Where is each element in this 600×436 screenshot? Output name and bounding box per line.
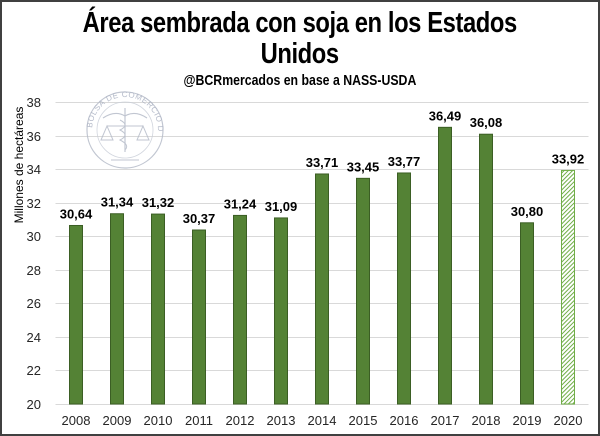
x-tick-label-2014: 2014 — [308, 413, 337, 428]
chart-title-text-2: Unidos — [260, 38, 340, 70]
bar-2010 — [151, 213, 165, 405]
data-label-2017: 36,49 — [429, 108, 462, 123]
data-label-2020: 33,92 — [552, 151, 585, 166]
bars — [69, 126, 575, 405]
x-tick-label-2018: 2018 — [472, 413, 501, 428]
data-label-2015: 33,45 — [347, 159, 380, 174]
bar-2015 — [356, 177, 370, 405]
bar-2009 — [110, 213, 124, 405]
bar-2017 — [438, 126, 452, 405]
y-tick-label: 22 — [27, 363, 41, 378]
y-axis-ticks: 20 22 24 26 28 30 32 34 36 38 — [27, 95, 41, 412]
x-tick-label-2012: 2012 — [226, 413, 255, 428]
chart-title-text-1: Área sembrada con soja en los Estados — [82, 7, 518, 39]
y-tick-label: 20 — [27, 397, 41, 412]
x-tick-label-2013: 2013 — [267, 413, 296, 428]
data-label-2014: 33,71 — [306, 155, 339, 170]
x-tick-label-2011: 2011 — [185, 413, 213, 428]
data-label-2010: 31,32 — [142, 195, 175, 210]
y-tick-label: 36 — [27, 129, 41, 144]
bar-2014 — [315, 173, 329, 405]
bar-2011 — [192, 229, 206, 405]
chart-title-line1: Área sembrada con soja en los Estados — [0, 7, 600, 39]
x-tick-label-2015: 2015 — [349, 413, 378, 428]
x-tick-label-2009: 2009 — [103, 413, 132, 428]
y-tick-label: 30 — [27, 229, 41, 244]
y-tick-label: 32 — [27, 196, 41, 211]
data-labels: 30,64 31,34 31,32 30,37 31,24 31,09 33,71 33,45… — [60, 108, 585, 226]
data-label-2019: 30,80 — [511, 204, 544, 219]
x-tick-label-2010: 2010 — [144, 413, 173, 428]
chart-subtitle-text: @BCRmercados en base a NASS-USDA — [183, 72, 417, 89]
data-label-2016: 33,77 — [388, 154, 421, 169]
y-tick-label: 34 — [27, 162, 41, 177]
bar-2016 — [397, 172, 411, 405]
bar-2019 — [520, 222, 534, 405]
bar-2018 — [479, 133, 493, 405]
x-tick-label-2020: 2020 — [554, 413, 583, 428]
y-tick-label: 26 — [27, 296, 41, 311]
bcr-watermark-logo: BOLSA DE COMERCIO DE ROSARIO — [85, 90, 165, 169]
data-label-2011: 30,37 — [183, 211, 216, 226]
chart-subtitle: @BCRmercados en base a NASS-USDA — [0, 72, 600, 89]
y-axis-label: Millones de hectáreas — [12, 107, 26, 224]
bar-2013 — [274, 217, 288, 405]
data-label-2009: 31,34 — [101, 195, 134, 210]
data-label-2012: 31,24 — [224, 196, 257, 211]
bar-2012 — [233, 214, 247, 405]
data-label-2008: 30,64 — [60, 206, 93, 221]
data-label-2018: 36,08 — [470, 115, 503, 130]
bar-2008 — [69, 224, 83, 405]
x-tick-label-2019: 2019 — [513, 413, 542, 428]
x-tick-label-2016: 2016 — [390, 413, 419, 428]
y-tick-label: 24 — [27, 330, 41, 345]
y-tick-label: 38 — [27, 95, 41, 110]
x-tick-label-2017: 2017 — [431, 413, 460, 428]
x-axis-ticks: 2008 2009 2010 2011 2012 2013 2014 2015 2016 2017… — [62, 413, 583, 428]
x-tick-label-2008: 2008 — [62, 413, 91, 428]
bar-projected-2020 — [561, 169, 575, 405]
chart-title-line2: Unidos — [0, 38, 600, 70]
data-label-2013: 31,09 — [265, 199, 298, 214]
y-tick-label: 28 — [27, 263, 41, 278]
